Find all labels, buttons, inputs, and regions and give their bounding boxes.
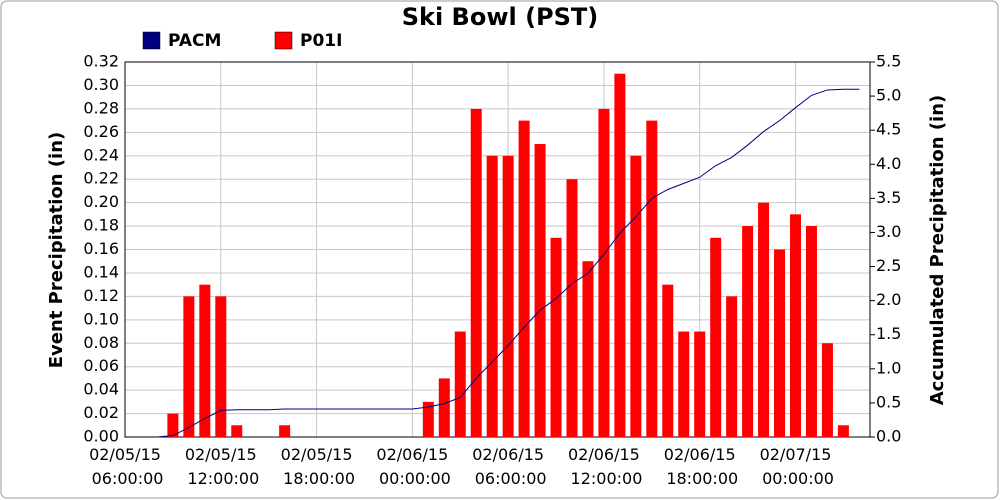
bar (518, 120, 530, 437)
y-tick-label: 0.16 (83, 239, 119, 258)
x-tick-label: 02/06/15 06:00:00 (470, 445, 547, 488)
bar (598, 108, 610, 437)
bar (470, 108, 482, 437)
legend-label: P01I (300, 31, 342, 51)
y-tick-label: 0.32 (83, 52, 119, 71)
y2-tick-label: 3.0 (876, 222, 901, 241)
y2-tick-label: 4.5 (876, 120, 901, 139)
y-tick-label: 0.02 (83, 403, 119, 422)
bar (774, 249, 786, 437)
bar (630, 155, 642, 437)
y2-tick-label: 4.0 (876, 154, 901, 173)
bar (614, 73, 626, 437)
bar (438, 378, 450, 437)
x-tick-label: 02/06/15 18:00:00 (661, 445, 738, 488)
y2-tick-label: 5.0 (876, 86, 901, 105)
bar (821, 343, 833, 437)
bar (215, 296, 227, 437)
x-tick-label: 02/05/15 12:00:00 (182, 445, 259, 488)
line (156, 88, 860, 438)
bar (662, 284, 674, 437)
legend-swatch (274, 31, 293, 50)
y-tick-label: 0.06 (83, 356, 119, 375)
x-tick-label: 02/05/15 18:00:00 (278, 445, 355, 488)
bar (183, 296, 195, 437)
bar (582, 261, 594, 437)
bar (694, 331, 706, 437)
bar (167, 413, 179, 437)
y-tick-label: 0.08 (83, 333, 119, 352)
y-tick-label: 0.26 (83, 122, 119, 141)
y-axis-label: Event Precipitation (in) (46, 132, 67, 369)
y2-tick-label: 0.0 (876, 427, 901, 446)
y-tick-label: 0.12 (83, 286, 119, 305)
y2-axis-label: Accumulated Precipitation (in) (927, 95, 948, 406)
bar (550, 237, 562, 437)
bar (837, 425, 849, 437)
bar (678, 331, 690, 437)
bar (534, 144, 546, 437)
bar (486, 155, 498, 437)
bar (758, 202, 770, 437)
bar (502, 155, 514, 437)
y2-tick-label: 1.0 (876, 358, 901, 377)
legend-label: PACM (168, 31, 221, 51)
chart-title: Ski Bowl (PST) (402, 3, 599, 31)
x-tick-label: 02/06/15 12:00:00 (565, 445, 642, 488)
y-tick-label: 0.22 (83, 169, 119, 188)
y2-tick-label: 5.5 (876, 52, 901, 71)
bar (790, 214, 801, 437)
x-tick-label: 02/05/15 06:00:00 (87, 445, 164, 488)
y-tick-label: 0.28 (83, 98, 119, 117)
bar (726, 296, 738, 437)
y-tick-label: 0.30 (83, 75, 119, 94)
x-tick-label: 02/06/15 00:00:00 (374, 445, 451, 488)
bar (422, 401, 434, 437)
y2-tick-label: 3.5 (876, 188, 901, 207)
y-tick-label: 0.14 (83, 262, 119, 281)
y-tick-label: 0.18 (83, 216, 119, 235)
y-tick-label: 0.00 (83, 427, 119, 446)
y-tick-label: 0.04 (83, 380, 119, 399)
x-tick-label: 02/07/15 00:00:00 (757, 445, 834, 488)
y-tick-label: 0.20 (83, 192, 119, 211)
y-tick-label: 0.24 (83, 145, 119, 164)
legend-box (125, 30, 358, 61)
bar (454, 331, 466, 437)
bar (199, 284, 211, 437)
bar (566, 179, 578, 437)
bar (710, 237, 722, 437)
bar (742, 226, 754, 437)
y2-tick-label: 0.5 (876, 392, 901, 411)
bar (646, 120, 658, 437)
y2-tick-label: 2.5 (876, 256, 901, 275)
bar (231, 425, 243, 437)
y-tick-label: 0.10 (83, 309, 119, 328)
legend: PACM P01I (125, 30, 358, 61)
y2-tick-label: 1.5 (876, 324, 901, 343)
legend-swatch (142, 31, 161, 50)
y2-tick-label: 2.0 (876, 290, 901, 309)
bar (805, 226, 817, 437)
bar (279, 425, 291, 437)
